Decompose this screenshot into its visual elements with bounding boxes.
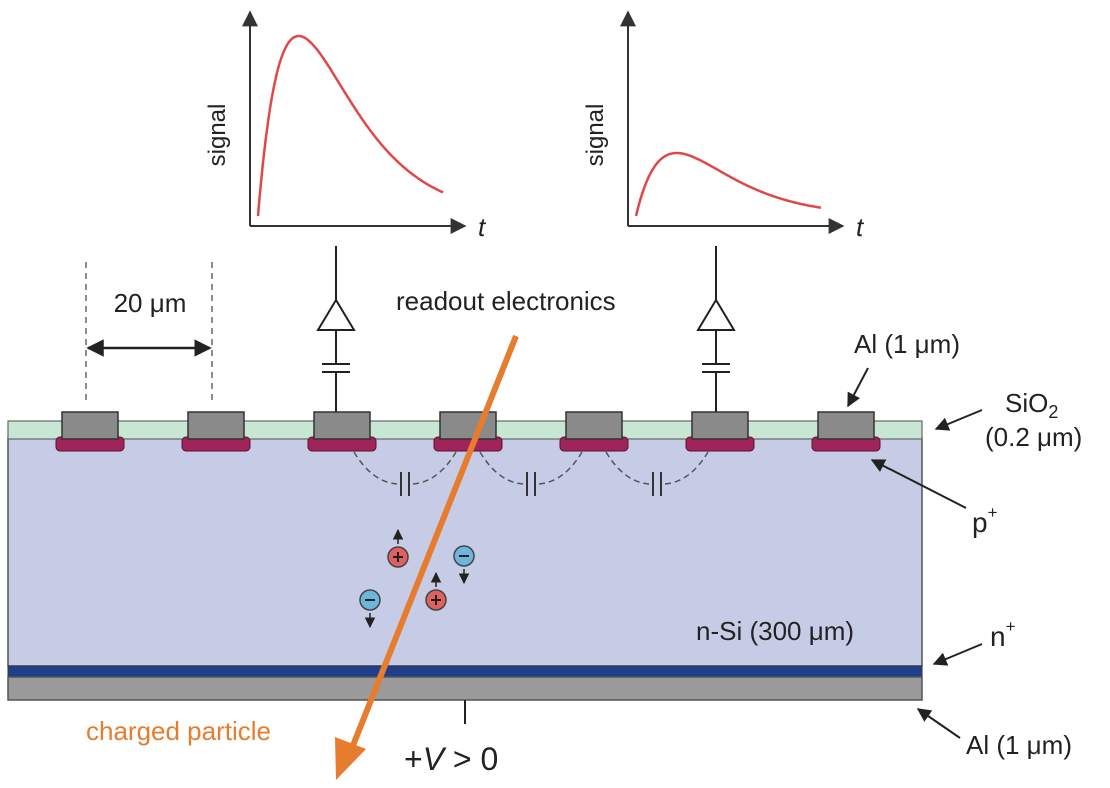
al-top-annotation: Al (1 μm) [847,329,960,408]
charge-carriers [359,528,475,629]
signal-graph-2: signal t [582,10,865,242]
al-strip [187,411,245,440]
signal-graph-1: signal t [204,10,487,242]
pitch-label: 20 μm [114,288,187,318]
al-backplane [7,676,923,701]
al-strips [61,411,875,440]
graph-2-signal-curve [634,151,822,217]
al-strip [61,411,119,440]
readout-channel-2 [696,246,736,414]
charged-particle-track [349,334,519,750]
amplifier-icon [696,298,736,331]
coupling-arc [479,451,524,485]
graph-1-x-label: t [478,212,487,242]
p-plus-implants [55,436,881,452]
coupling-arc [538,451,583,485]
electron-icon [453,545,475,585]
p-plus-annotation: p+ [870,459,998,538]
readout-channel-1 [316,246,356,414]
coupling-arc [664,451,709,485]
coupling-arc [353,451,398,485]
coupling-arc [412,451,457,485]
charged-particle-arrowhead [335,737,366,780]
sio2-label: SiO2 [1005,388,1058,422]
pitch-dimension: 20 μm [85,262,213,404]
al-strip [691,411,749,440]
graph-2-y-label: signal [582,104,609,167]
al-strip [565,411,623,440]
n-plus-layer [7,665,923,678]
graph-1-signal-curve [256,34,444,217]
interstrip-capacitances [353,451,709,496]
graph-2-x-label: t [856,212,865,242]
al-strip [439,411,497,440]
charged-particle-label: charged particle [86,716,271,746]
hole-icon [425,571,447,611]
al-top-label: Al (1 μm) [854,329,960,359]
sio2-annotation: SiO2 (0.2 μm) [934,388,1082,452]
readout-electronics-label: readout electronics [396,286,616,316]
al-strip [313,411,371,440]
al-bottom-label: Al (1 μm) [966,730,1072,760]
sio2-thickness-label: (0.2 μm) [985,422,1082,452]
al-strip [817,411,875,440]
electron-icon [359,589,381,629]
al-bottom-annotation: Al (1 μm) [916,708,1072,760]
bias-voltage-label: +V > 0 [404,741,498,777]
amplifier-icon [316,298,356,331]
hole-icon [387,528,409,568]
graph-1-y-label: signal [204,104,231,167]
n-plus-label: n+ [990,617,1016,652]
n-plus-annotation: n+ [932,617,1016,666]
coupling-arc [605,451,650,485]
n-si-label: n-Si (300 μm) [696,616,854,646]
p-plus-label: p+ [972,503,998,538]
